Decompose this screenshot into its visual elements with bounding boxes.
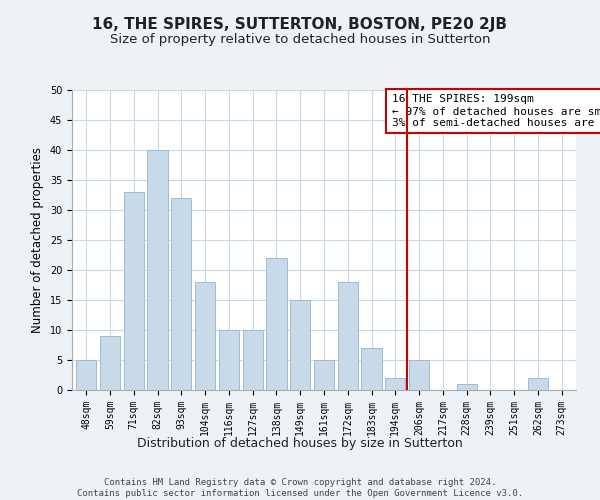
Bar: [409, 360, 429, 390]
Bar: [338, 282, 358, 390]
Text: Size of property relative to detached houses in Sutterton: Size of property relative to detached ho…: [110, 32, 490, 46]
Bar: [124, 192, 144, 390]
Y-axis label: Number of detached properties: Number of detached properties: [31, 147, 44, 333]
Bar: [314, 360, 334, 390]
Bar: [385, 378, 406, 390]
Bar: [457, 384, 477, 390]
Bar: [290, 300, 310, 390]
Text: 16 THE SPIRES: 199sqm
← 97% of detached houses are smaller (225)
3% of semi-deta: 16 THE SPIRES: 199sqm ← 97% of detached …: [392, 94, 600, 128]
Bar: [528, 378, 548, 390]
Bar: [219, 330, 239, 390]
Bar: [76, 360, 97, 390]
Bar: [361, 348, 382, 390]
Bar: [195, 282, 215, 390]
Bar: [242, 330, 263, 390]
Bar: [148, 150, 167, 390]
Text: 16, THE SPIRES, SUTTERTON, BOSTON, PE20 2JB: 16, THE SPIRES, SUTTERTON, BOSTON, PE20 …: [92, 18, 508, 32]
Bar: [171, 198, 191, 390]
Text: Distribution of detached houses by size in Sutterton: Distribution of detached houses by size …: [137, 438, 463, 450]
Bar: [100, 336, 120, 390]
Text: Contains HM Land Registry data © Crown copyright and database right 2024.
Contai: Contains HM Land Registry data © Crown c…: [77, 478, 523, 498]
Bar: [266, 258, 287, 390]
